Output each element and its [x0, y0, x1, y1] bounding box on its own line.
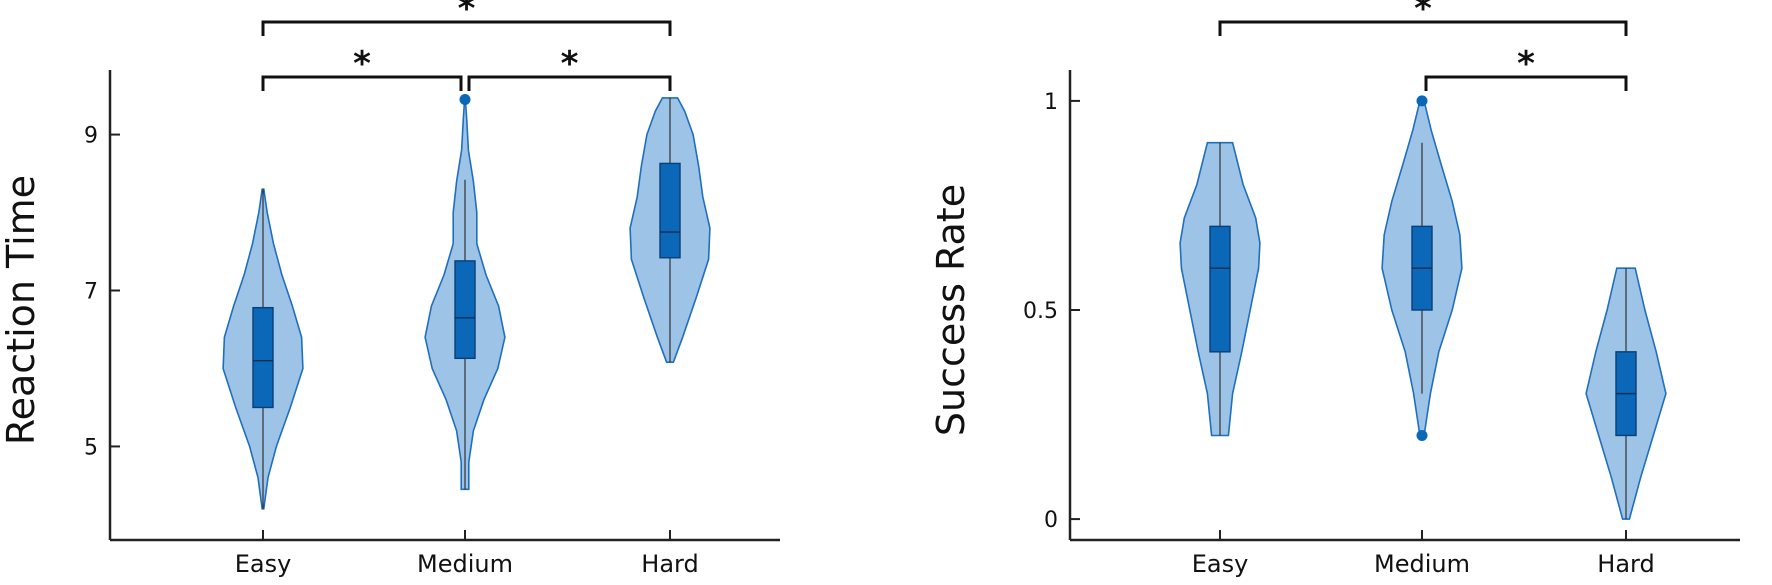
y-axis-title: Reaction Time	[0, 175, 43, 445]
y-tick-label: 0.5	[1023, 299, 1058, 324]
iqr-box	[1209, 225, 1231, 353]
iqr-box	[252, 306, 274, 409]
violin-group-hard	[1585, 267, 1667, 520]
y-tick-label: 0	[1044, 508, 1058, 533]
significance-bracket	[467, 75, 672, 91]
significance-star: *	[458, 0, 476, 29]
x-tick-label: Easy	[1192, 550, 1249, 578]
reaction-time-panel: 5 7 9 Reaction Time Easy Medium Hard * * *	[0, 0, 780, 578]
x-tick-label: Easy	[235, 550, 292, 578]
violin-group-easy	[222, 188, 304, 510]
outlier-point	[1416, 95, 1428, 107]
significance-bracket	[1218, 20, 1628, 36]
outlier-point	[1416, 429, 1428, 441]
significance-bracket	[261, 20, 672, 36]
y-tick-label: 9	[84, 124, 98, 149]
significance-bracket	[1424, 75, 1628, 91]
y-tick-label: 5	[84, 435, 98, 460]
significance-star: *	[561, 44, 579, 84]
violin-group-hard	[629, 97, 711, 363]
violin-group-easy	[1179, 141, 1261, 437]
iqr-box	[659, 162, 681, 259]
y-tick-label: 1	[1044, 90, 1058, 115]
outlier-point	[459, 93, 471, 105]
violin-group-medium	[1381, 95, 1463, 441]
iqr-box	[454, 260, 476, 360]
violin-group-medium	[424, 93, 506, 491]
y-tick-label: 7	[84, 280, 98, 305]
y-axis-title: Success Rate	[929, 184, 973, 436]
significance-bracket	[261, 75, 463, 91]
significance-star: *	[1414, 0, 1432, 29]
x-tick-label: Hard	[641, 550, 698, 578]
x-tick-label: Hard	[1597, 550, 1654, 578]
significance-star: *	[1517, 44, 1535, 84]
significance-star: *	[353, 44, 371, 84]
x-tick-label: Medium	[1374, 550, 1470, 578]
x-tick-label: Medium	[417, 550, 513, 578]
success-rate-panel: 0 0.5 1 Success Rate Easy Medium Hard * *	[929, 0, 1740, 578]
